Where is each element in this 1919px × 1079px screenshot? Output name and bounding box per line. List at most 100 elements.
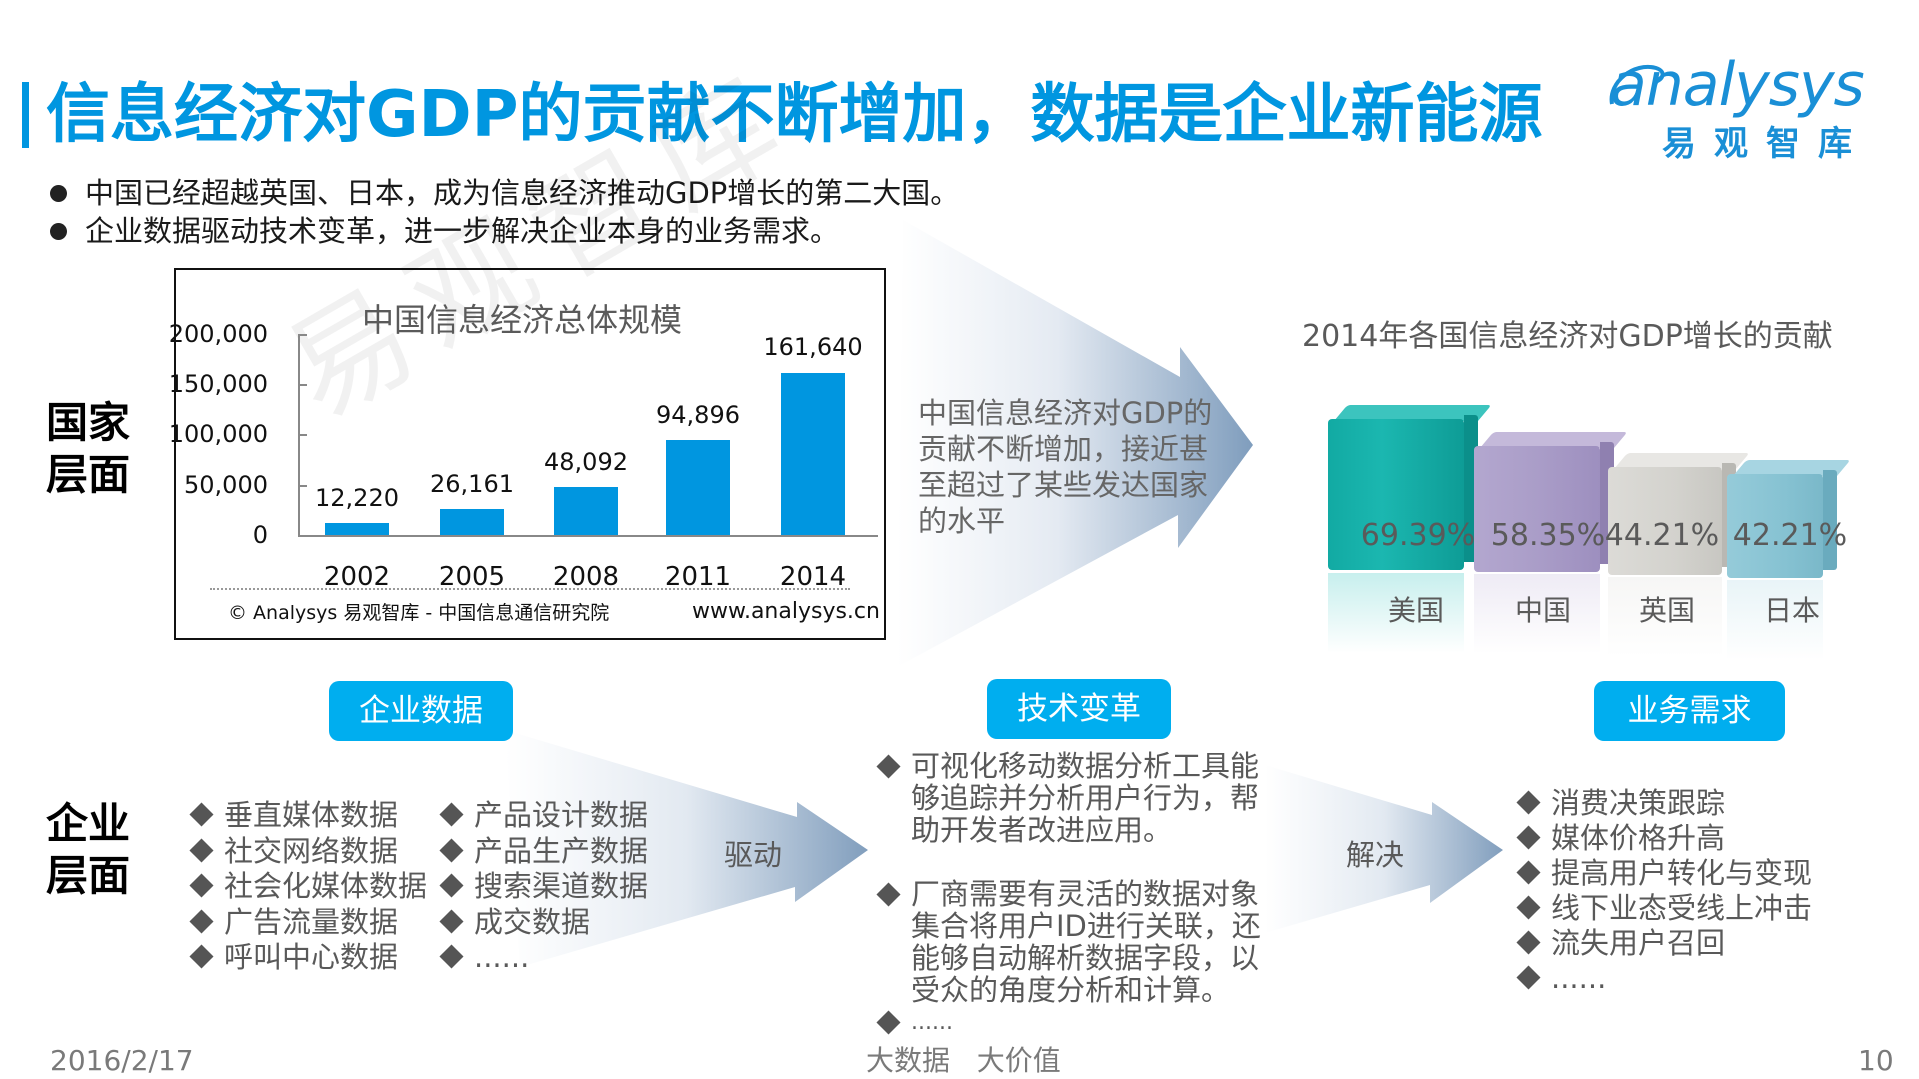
list-item-text: 产品生产数据: [474, 833, 649, 868]
diamond-bullet-icon: [1516, 860, 1541, 885]
list-item: 呼叫中心数据: [189, 939, 427, 975]
list-item: 社会化媒体数据: [189, 868, 427, 904]
y-tick: [299, 434, 307, 436]
bar-value-label: 48,092: [544, 448, 628, 476]
diamond-bullet-icon: [1516, 895, 1541, 920]
summary-bullet-text: 中国已经超越英国、日本，成为信息经济推动GDP增长的第二大国。: [85, 176, 960, 210]
x-axis: [298, 535, 878, 537]
diamond-bullet-icon: [439, 908, 464, 934]
list-item-text: 可视化移动数据分析工具能 够追踪并分析用户行为，帮 助开发者改进应用。: [911, 750, 1259, 846]
list-item-text: 消费决策跟踪: [1551, 786, 1726, 820]
text-line: 厂商需要有灵活的数据对象: [911, 877, 1260, 911]
list-item: 消费决策跟踪: [1516, 785, 1812, 820]
bullet-dot-icon: [50, 222, 67, 240]
cube-uk: [1608, 453, 1750, 657]
list-item: 产品设计数据: [439, 797, 649, 833]
arrow-note: 中国信息经济对GDP的贡献不断增加，接近甚至超过了某些发达国家的水平: [918, 396, 1213, 538]
text-line: 能够自动解析数据字段，以: [911, 941, 1260, 975]
page-title: 信息经济对GDP的贡献不断增加，数据是企业新能源: [46, 78, 1543, 152]
verb-solve: 解决: [1346, 838, 1405, 872]
text-line: 集合将用户ID进行关联，还: [911, 909, 1261, 943]
title-accent-bar: [22, 82, 29, 148]
section-label-line: 层面: [46, 450, 131, 499]
list-item: 线下业态受线上冲击: [1516, 890, 1812, 925]
text-line: 受众的角度分析和计算。: [911, 973, 1231, 1007]
cube-country-label: 美国: [1387, 594, 1444, 627]
diamond-bullet-icon: [1516, 790, 1541, 815]
page-number: 10: [1858, 1044, 1894, 1077]
bar-value-label: 94,896: [656, 401, 740, 429]
list-item-text: 搜索渠道数据: [474, 869, 649, 903]
verb-drive: 驱动: [724, 838, 783, 872]
chart-source: © Analysys 易观智库 - 中国信息通信研究院: [228, 602, 610, 624]
diamond-bullet-icon: [1516, 930, 1541, 955]
diamond-bullet-icon: [439, 944, 464, 969]
cube-value-label: 42.21%: [1732, 518, 1848, 553]
diamond-bullet-icon: [1516, 825, 1541, 850]
text-line: 助开发者改进应用。: [911, 813, 1173, 847]
chart-source-url: www.analysys.cn: [692, 599, 880, 624]
list-item-text: 广告流量数据: [224, 904, 399, 939]
bar-value-label: 161,640: [763, 333, 863, 361]
source-divider: [210, 588, 850, 590]
diamond-bullet-icon: [439, 873, 464, 898]
china-info-economy-chart: [174, 268, 886, 640]
cube-value-label: 69.39%: [1360, 518, 1476, 553]
text-line: 可视化移动数据分析工具能: [911, 749, 1260, 783]
text-line: ......: [911, 1010, 953, 1035]
diamond-bullet-icon: [189, 908, 214, 934]
section-label-enterprise: 企业 层面: [46, 798, 146, 902]
list-item: 社交网络数据: [189, 833, 427, 869]
y-tick: [299, 485, 307, 487]
bar-2011: [666, 440, 730, 535]
diamond-bullet-icon: [439, 802, 464, 827]
section-label-national: 国家 层面: [46, 397, 146, 501]
section-label-line: 层面: [46, 851, 131, 900]
cube-country-label: 日本: [1763, 594, 1820, 627]
list-item-text: 媒体价格升高: [1551, 821, 1726, 855]
diamond-bullet-icon: [876, 882, 901, 907]
x-tick-label: 2005: [438, 562, 506, 592]
y-tick-label: 0: [252, 521, 268, 549]
cube-value-label: 44.21%: [1604, 518, 1720, 553]
diamond-bullet-icon: [876, 1010, 901, 1035]
list-item: 搜索渠道数据: [439, 868, 649, 904]
x-tick-label: 2014: [779, 562, 847, 592]
footer-slogan: 大数据 大价值: [866, 1044, 1061, 1077]
diamond-bullet-icon: [189, 837, 214, 863]
summary-bullet-text: 企业数据驱动技术变革，进一步解决企业本身的业务需求。: [85, 214, 840, 248]
chart-title: 中国信息经济总体规模: [362, 301, 683, 339]
list-item: 厂商需要有灵活的数据对象 集合将用户ID进行关联，还 能够自动解析数据字段，以 …: [876, 877, 1261, 1007]
diamond-bullet-icon: [189, 802, 214, 827]
list-item-text: ......: [474, 940, 530, 974]
analysys-logo: analysys 易观智库: [1609, 50, 1890, 170]
list-item: 垂直媒体数据: [189, 797, 427, 833]
list-item-text: 产品设计数据: [474, 798, 649, 832]
list-item: 流失用户召回: [1516, 925, 1812, 960]
bar-value-label: 12,220: [315, 484, 399, 512]
enterprise-data-list-2: 产品设计数据 产品生产数据 搜索渠道数据 成交数据 ......: [439, 797, 649, 975]
cube-country-label: 中国: [1514, 594, 1571, 627]
list-item: ......: [1516, 960, 1812, 995]
y-tick: [299, 334, 307, 336]
summary-bullets: 中国已经超越英国、日本，成为信息经济推动GDP增长的第二大国。 企业数据驱动技术…: [50, 174, 959, 250]
section-label-line: 企业: [46, 799, 131, 848]
pill-business-needs: 业务需求: [1594, 681, 1785, 741]
list-item: ......: [876, 1010, 1261, 1036]
bar-2005: [440, 509, 504, 535]
list-item: 可视化移动数据分析工具能 够追踪并分析用户行为，帮 助开发者改进应用。: [876, 750, 1261, 846]
pill-tech-change: 技术变革: [987, 679, 1171, 739]
business-needs-list: 消费决策跟踪 媒体价格升高 提高用户转化与变现 线下业态受线上冲击 流失用户召回…: [1516, 785, 1812, 995]
y-tick: [299, 384, 307, 386]
x-tick-label: 2008: [552, 562, 620, 592]
diamond-bullet-icon: [189, 944, 214, 969]
list-item: 广告流量数据: [189, 904, 427, 940]
y-tick-label: 50,000: [184, 471, 268, 499]
list-item: 媒体价格升高: [1516, 820, 1812, 855]
logo-wordmark: analysys: [1610, 50, 1865, 120]
diamond-bullet-icon: [1516, 965, 1541, 990]
cube-value-label: 58.35%: [1490, 518, 1606, 553]
cube-japan: [1727, 460, 1851, 660]
y-tick-label: 200,000: [168, 320, 268, 348]
